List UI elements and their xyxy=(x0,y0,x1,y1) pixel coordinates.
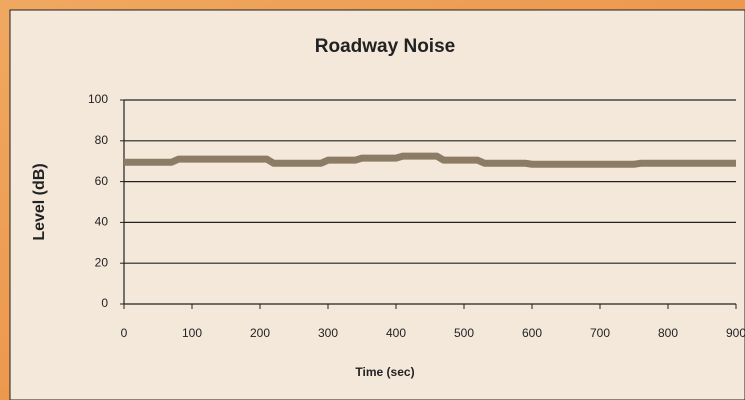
x-tick-label: 300 xyxy=(318,326,338,340)
y-tick-label: 0 xyxy=(101,296,108,310)
x-tick-label: 800 xyxy=(658,326,678,340)
y-axis-label: Level (dB) xyxy=(31,163,48,240)
x-tick-label: 500 xyxy=(454,326,474,340)
x-tick-label: 200 xyxy=(250,326,270,340)
data-line xyxy=(124,152,736,168)
y-tick-label: 60 xyxy=(95,174,109,188)
y-tick-label: 20 xyxy=(95,255,109,269)
x-tick-label: 0 xyxy=(121,326,128,340)
y-tick-label: 40 xyxy=(95,215,109,229)
chart-title: Roadway Noise xyxy=(315,36,455,57)
y-tick-label: 100 xyxy=(88,92,108,106)
x-tick-label: 100 xyxy=(182,326,202,340)
x-tick-label: 700 xyxy=(590,326,610,340)
x-tick-label: 600 xyxy=(522,326,542,340)
y-tick-label: 80 xyxy=(95,133,109,147)
x-tick-label: 900 xyxy=(726,326,745,340)
panel xyxy=(9,9,745,400)
x-tick-label: 400 xyxy=(386,326,406,340)
x-axis-label: Time (sec) xyxy=(355,365,414,379)
